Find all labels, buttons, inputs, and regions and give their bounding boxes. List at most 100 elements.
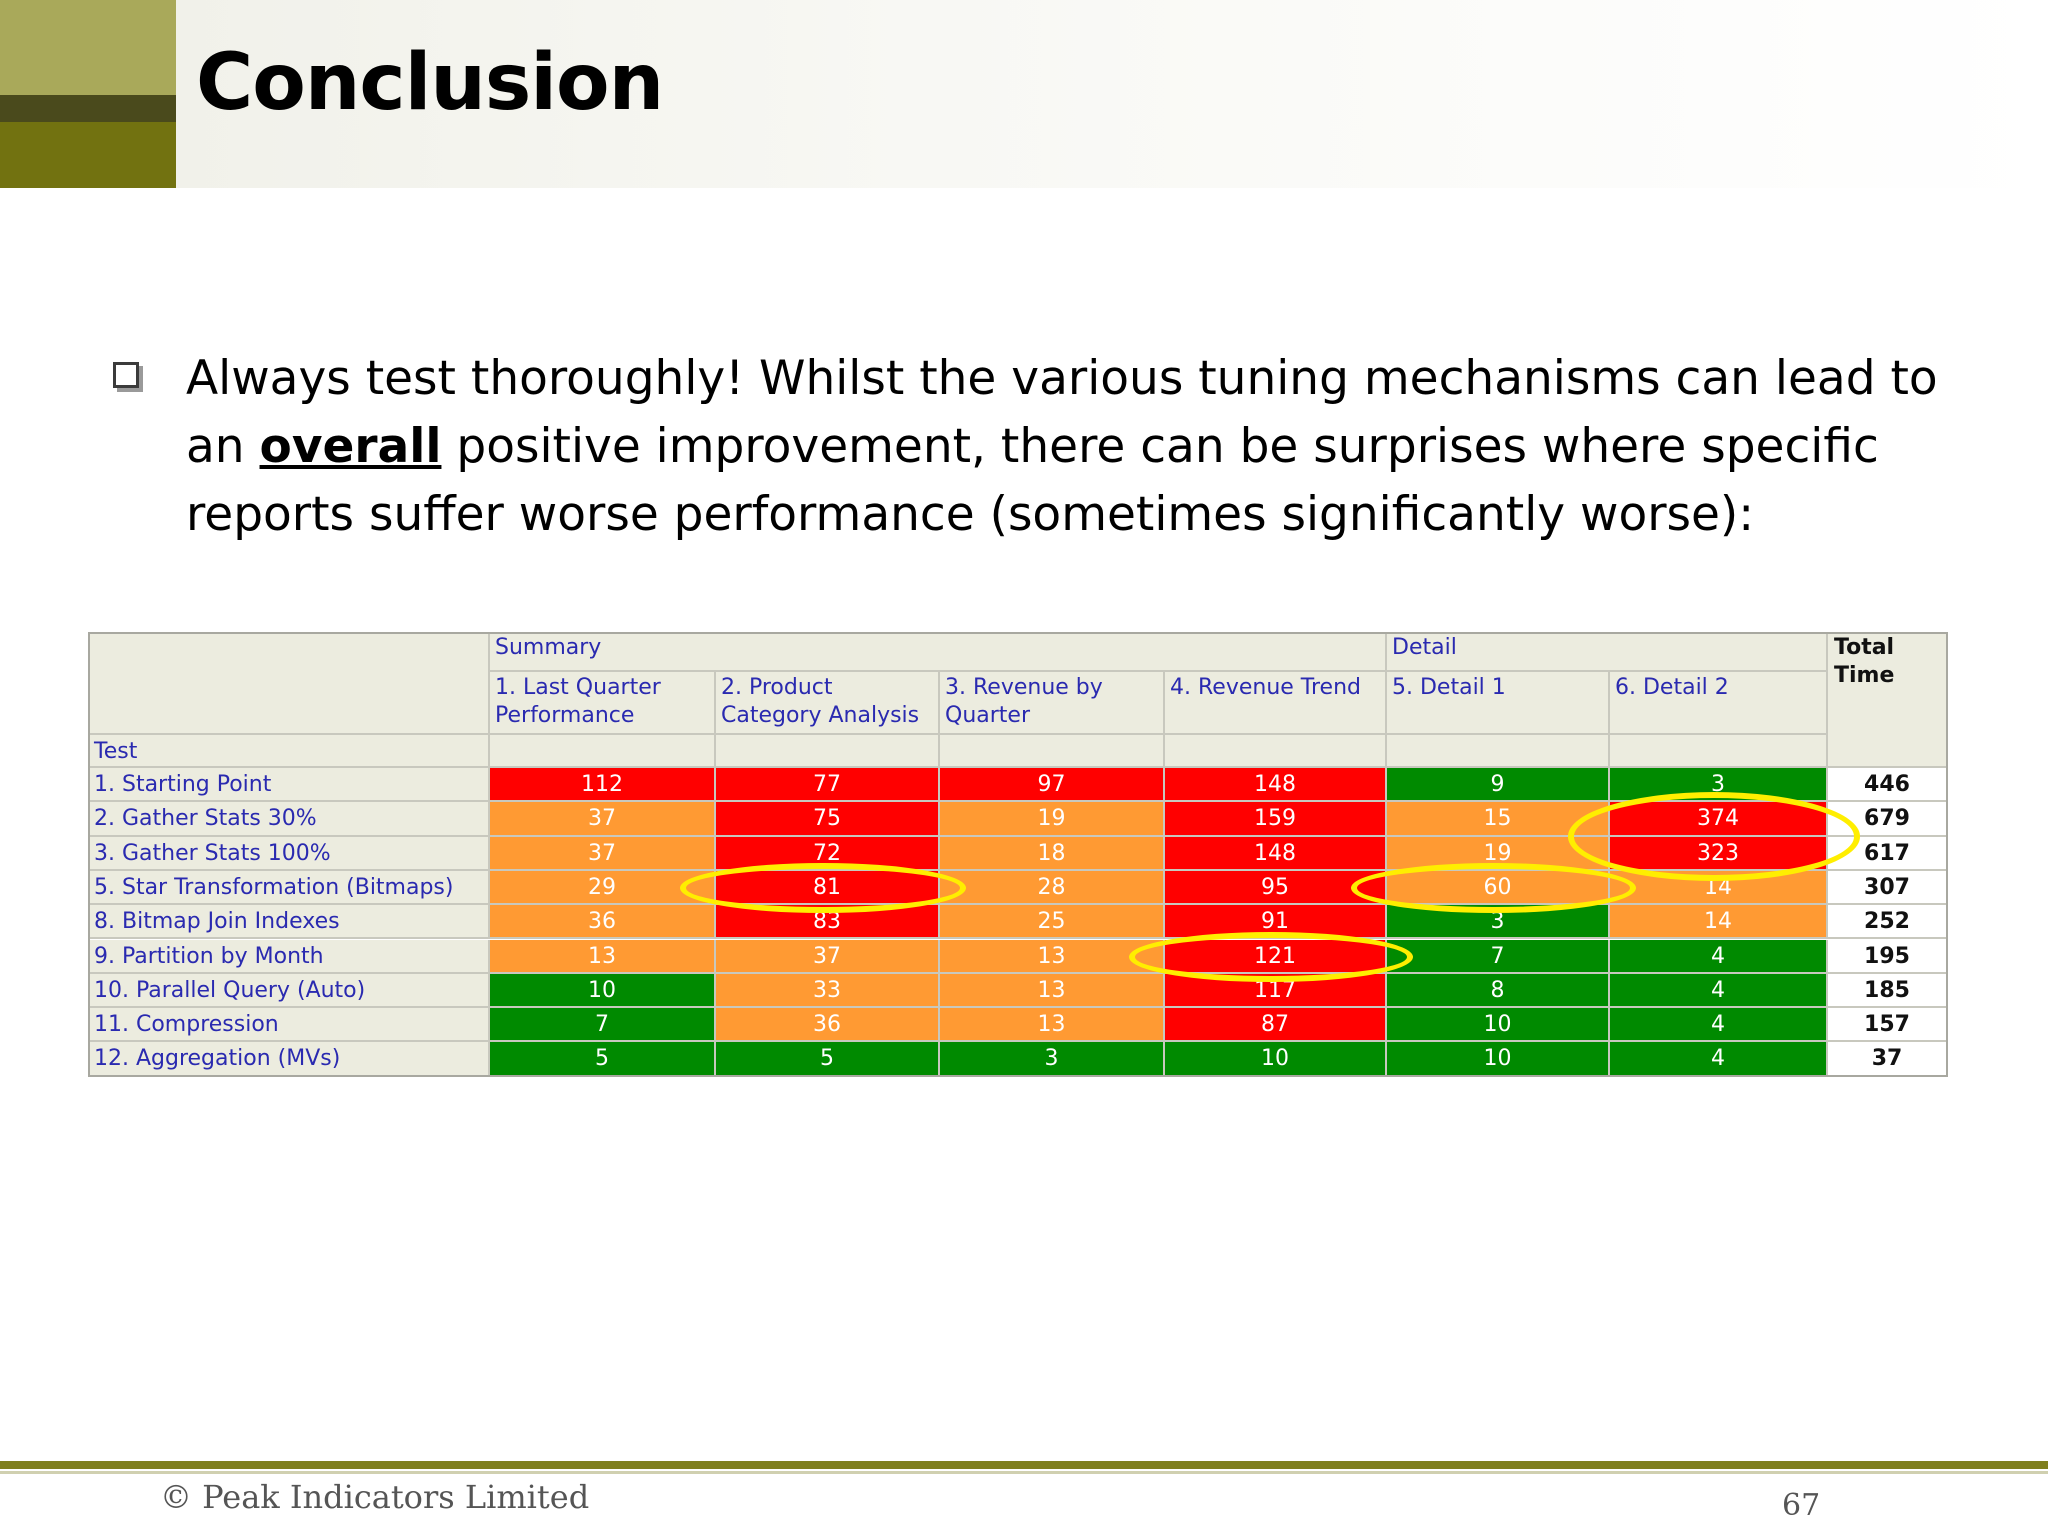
results-table: Summary Detail Total Time 1. Last Quarter P…	[88, 632, 1948, 1077]
value-cell: 13	[940, 939, 1165, 974]
value-cell: 4	[1610, 973, 1828, 1009]
footer-rule	[0, 1461, 2048, 1469]
table-corner-cell	[88, 632, 490, 735]
column-header-1: 1. Last Quarter Performance	[490, 672, 716, 735]
row-label: 5. Star Transformation (Bitmaps)	[88, 870, 490, 906]
value-cell: 81	[716, 870, 940, 906]
value-cell: 14	[1610, 905, 1828, 940]
test-row-blank-cell	[1610, 735, 1828, 768]
value-cell: 374	[1610, 802, 1828, 837]
value-cell: 10	[490, 973, 716, 1009]
test-row-blank-cell	[940, 735, 1165, 768]
group-header-detail: Detail	[1387, 632, 1828, 672]
row-label: 12. Aggregation (MVs)	[88, 1042, 490, 1077]
page-number: 67	[1782, 1488, 1821, 1523]
bullet-text-part1: Always test thoroughly! Whilst the vario…	[186, 351, 1938, 474]
value-cell: 7	[1387, 939, 1610, 974]
value-cell: 8	[1387, 973, 1610, 1009]
value-cell: 37	[490, 802, 716, 837]
test-row-blank-cell	[716, 735, 940, 768]
checkbox-bullet-icon	[113, 362, 139, 388]
corner-decoration	[0, 0, 176, 188]
value-cell: 5	[716, 1042, 940, 1077]
value-cell: 4	[1610, 1008, 1828, 1043]
value-cell: 148	[1165, 768, 1387, 803]
column-header-2: 2. Product Category Analysis	[716, 672, 940, 735]
group-header-summary: Summary	[490, 632, 1387, 672]
total-cell: 195	[1828, 939, 1948, 974]
total-cell: 37	[1828, 1042, 1948, 1077]
total-time-header: Total Time	[1828, 632, 1948, 768]
value-cell: 28	[940, 870, 1165, 906]
value-cell: 10	[1387, 1042, 1610, 1077]
total-cell: 679	[1828, 802, 1948, 837]
value-cell: 3	[1610, 768, 1828, 803]
value-cell: 15	[1387, 802, 1610, 837]
value-cell: 91	[1165, 905, 1387, 940]
value-cell: 4	[1610, 939, 1828, 974]
value-cell: 13	[490, 939, 716, 974]
corner-dark-band	[0, 95, 176, 122]
row-label: 8. Bitmap Join Indexes	[88, 905, 490, 940]
total-cell: 252	[1828, 905, 1948, 940]
total-cell: 446	[1828, 768, 1948, 803]
total-cell: 307	[1828, 870, 1948, 906]
value-cell: 37	[716, 939, 940, 974]
value-cell: 117	[1165, 973, 1387, 1009]
value-cell: 29	[490, 870, 716, 906]
value-cell: 14	[1610, 870, 1828, 906]
value-cell: 3	[940, 1042, 1165, 1077]
column-header-5: 5. Detail 1	[1387, 672, 1610, 735]
bullet-text-part2: positive improvement, there can be surpr…	[186, 419, 1879, 542]
value-cell: 148	[1165, 836, 1387, 871]
row-label: 9. Partition by Month	[88, 939, 490, 974]
bullet-text: Always test thoroughly! Whilst the vario…	[186, 345, 1986, 549]
value-cell: 7	[490, 1008, 716, 1043]
title-background	[176, 0, 2048, 188]
value-cell: 33	[716, 973, 940, 1009]
value-cell: 36	[716, 1008, 940, 1043]
value-cell: 87	[1165, 1008, 1387, 1043]
corner-top-block	[0, 0, 176, 95]
value-cell: 10	[1165, 1042, 1387, 1077]
value-cell: 36	[490, 905, 716, 940]
copyright-text: © Peak Indicators Limited	[160, 1478, 590, 1516]
value-cell: 95	[1165, 870, 1387, 906]
value-cell: 13	[940, 973, 1165, 1009]
row-label: 11. Compression	[88, 1008, 490, 1043]
total-cell: 157	[1828, 1008, 1948, 1043]
value-cell: 75	[716, 802, 940, 837]
test-label: Test	[88, 735, 490, 768]
row-label: 10. Parallel Query (Auto)	[88, 973, 490, 1009]
row-label: 3. Gather Stats 100%	[88, 836, 490, 871]
value-cell: 121	[1165, 939, 1387, 974]
value-cell: 19	[1387, 836, 1610, 871]
value-cell: 10	[1387, 1008, 1610, 1043]
corner-bottom-block	[0, 122, 176, 188]
value-cell: 77	[716, 768, 940, 803]
slide-title: Conclusion	[196, 38, 664, 128]
column-header-4: 4. Revenue Trend	[1165, 672, 1387, 735]
value-cell: 72	[716, 836, 940, 871]
test-row-blank-cell	[1165, 735, 1387, 768]
value-cell: 159	[1165, 802, 1387, 837]
value-cell: 25	[940, 905, 1165, 940]
column-header-3: 3. Revenue by Quarter	[940, 672, 1165, 735]
value-cell: 13	[940, 1008, 1165, 1043]
value-cell: 112	[490, 768, 716, 803]
column-header-6: 6. Detail 2	[1610, 672, 1828, 735]
value-cell: 18	[940, 836, 1165, 871]
row-label: 2. Gather Stats 30%	[88, 802, 490, 837]
value-cell: 37	[490, 836, 716, 871]
value-cell: 83	[716, 905, 940, 940]
total-cell: 617	[1828, 836, 1948, 871]
footer-rule-light	[0, 1471, 2048, 1474]
value-cell: 97	[940, 768, 1165, 803]
bullet-emphasis: overall	[259, 419, 442, 474]
value-cell: 3	[1387, 905, 1610, 940]
test-row-blank-cell	[490, 735, 716, 768]
value-cell: 60	[1387, 870, 1610, 906]
test-row-blank-cell	[1387, 735, 1610, 768]
row-label: 1. Starting Point	[88, 768, 490, 803]
value-cell: 9	[1387, 768, 1610, 803]
